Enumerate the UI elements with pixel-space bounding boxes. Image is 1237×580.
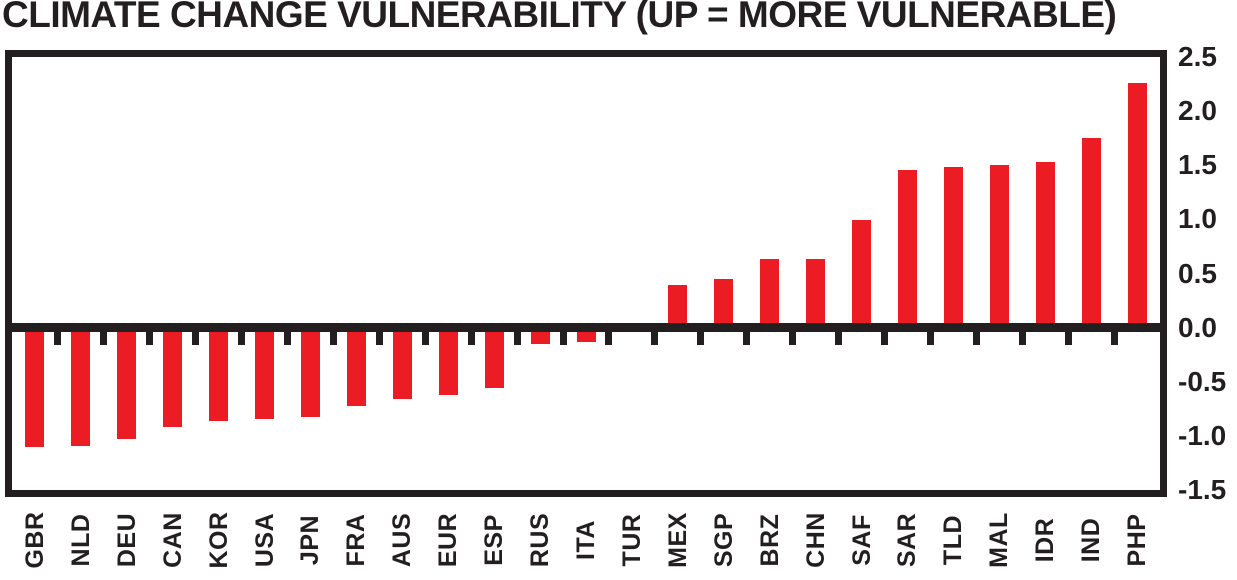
axis-tick (651, 331, 659, 345)
y-axis-label: -1.5 (1178, 474, 1227, 505)
y-axis-label: 0.0 (1178, 311, 1217, 343)
y-axis-label: 0.5 (1178, 257, 1217, 289)
x-axis-label-saf: SAF (847, 514, 876, 566)
x-axis-label-sar: SAR (893, 512, 922, 568)
x-axis-label-deu: DEU (112, 512, 141, 568)
axis-tick (238, 331, 246, 345)
plot-area (12, 57, 1160, 490)
y-axis-label: 2.5 (1178, 41, 1217, 72)
bar-mex (668, 285, 688, 328)
bar-gbr (25, 327, 45, 447)
bar-kor (209, 327, 229, 421)
x-axis-label-gbr: GBR (20, 511, 49, 569)
x-axis-label-idr: IDR (1031, 517, 1060, 563)
axis-tick (467, 331, 475, 345)
x-axis-label-mex: MEX (663, 512, 692, 568)
bar-jpn (300, 327, 320, 418)
bar-brz (760, 259, 780, 328)
x-axis-label-nld: NLD (66, 513, 95, 567)
axis-tick (880, 331, 888, 345)
bar-mal (989, 165, 1009, 328)
zero-line (12, 323, 1160, 333)
axis-tick (146, 331, 154, 345)
x-axis-label-can: CAN (158, 512, 187, 568)
bar-sgp (714, 278, 734, 328)
x-axis-label-tld: TLD (939, 514, 968, 566)
bar-deu (117, 327, 137, 440)
axis-tick (192, 331, 200, 345)
axis-tick (926, 331, 934, 345)
axis-tick (375, 331, 383, 345)
x-axis-label-kor: KOR (204, 511, 233, 569)
axis-tick (559, 331, 567, 345)
bar-sar (897, 169, 917, 328)
axis-tick (100, 331, 108, 345)
bar-esp (484, 327, 504, 389)
plot-frame (5, 50, 1167, 497)
axis-tick (513, 331, 521, 345)
axis-tick (1064, 331, 1072, 345)
x-axis-label-ind: IND (1077, 517, 1106, 563)
x-axis-label-fra: FRA (342, 513, 371, 567)
axis-tick (972, 331, 980, 345)
bar-saf (852, 220, 872, 328)
y-axis-label: 2.0 (1178, 95, 1217, 127)
chart-title: CLIMATE CHANGE VULNERABILITY (UP = MORE … (2, 0, 1117, 35)
axis-tick (421, 331, 429, 345)
y-axis-label: 1.0 (1178, 203, 1217, 235)
y-axis-label: -0.5 (1178, 365, 1227, 397)
axis-tick (1110, 331, 1118, 345)
x-axis-label-ita: ITA (572, 520, 600, 560)
axis-tick (329, 331, 337, 345)
x-axis-label-rus: RUS (526, 512, 555, 568)
bar-nld (71, 327, 91, 446)
axis-tick (743, 331, 751, 345)
axis-tick (789, 331, 797, 345)
x-axis-label-jpn: JPN (296, 514, 325, 566)
bar-usa (255, 327, 275, 419)
y-axis-label: 1.5 (1178, 149, 1217, 181)
axis-tick (835, 331, 843, 345)
bar-php (1127, 82, 1147, 328)
bar-ind (1081, 138, 1101, 328)
axis-tick (284, 331, 292, 345)
bar-aus (392, 327, 412, 400)
axis-tick (1018, 331, 1026, 345)
x-axis-label-brz: BRZ (755, 513, 784, 567)
axis-tick (697, 331, 705, 345)
axis-tick (54, 331, 62, 345)
bar-can (163, 327, 183, 428)
x-axis-label-mal: MAL (985, 512, 1014, 568)
x-axis-label-usa: USA (250, 512, 279, 568)
bar-tld (943, 167, 963, 328)
x-axis-label-php: PHP (1123, 513, 1152, 567)
bar-chn (806, 259, 826, 328)
bar-fra (346, 327, 366, 406)
x-axis-label-sgp: SGP (709, 512, 738, 568)
bar-eur (438, 327, 458, 395)
x-axis-label-aus: AUS (388, 512, 417, 568)
bar-idr (1035, 162, 1055, 328)
x-axis-label-chn: CHN (801, 512, 830, 568)
x-axis-label-eur: EUR (434, 512, 463, 568)
y-axis-label: -1.0 (1178, 419, 1227, 451)
axis-tick (605, 331, 613, 345)
x-axis-label-tur: TUR (617, 513, 646, 567)
x-axis-label-esp: ESP (480, 514, 509, 566)
